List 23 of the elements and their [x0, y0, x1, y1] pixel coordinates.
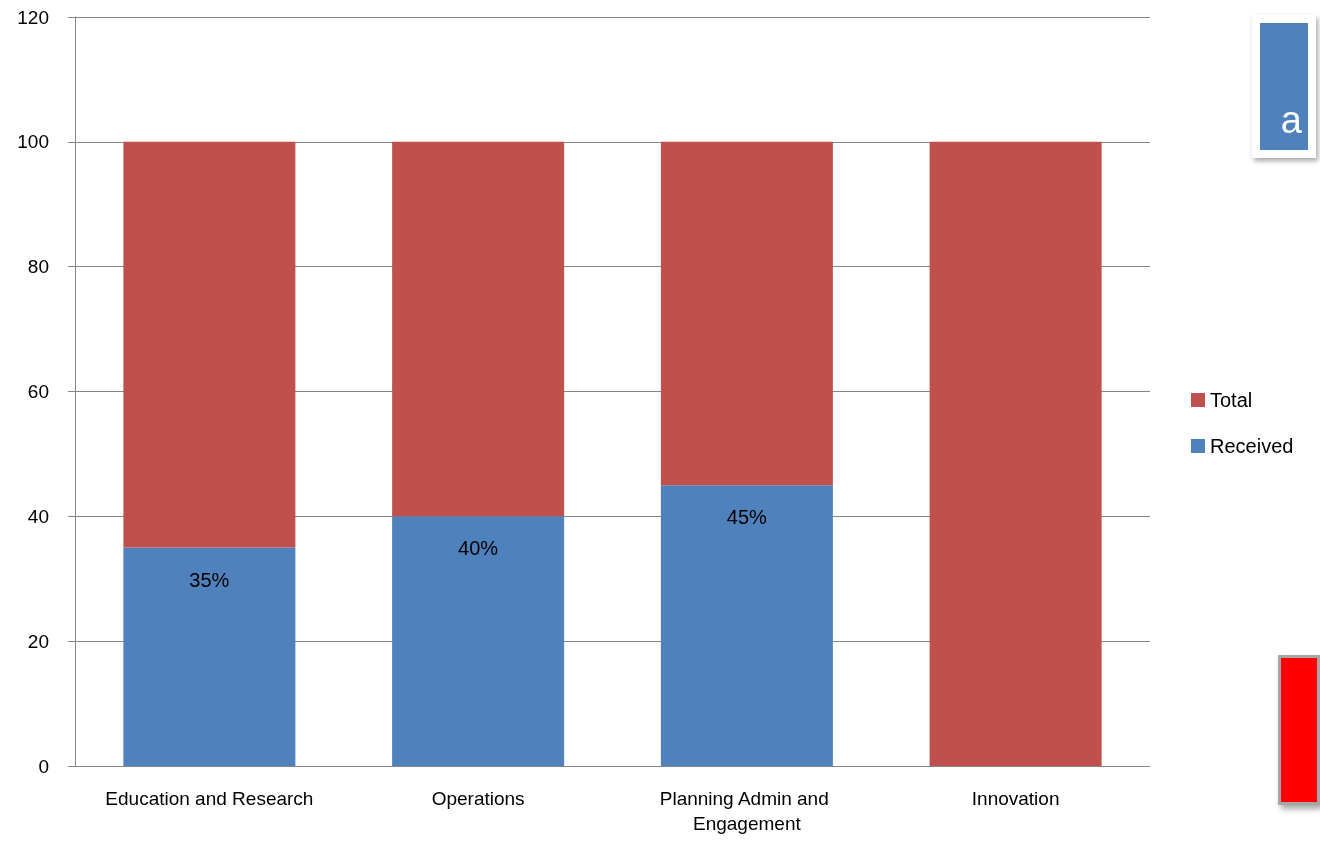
- x-tick-label: Operations: [431, 788, 525, 809]
- bar: [392, 141, 565, 517]
- bar: [123, 547, 296, 766]
- legend-label: Total: [1210, 389, 1253, 411]
- legend-label: Received: [1210, 435, 1294, 457]
- x-tick-label: Innovation: [971, 788, 1060, 809]
- bar: [660, 485, 833, 766]
- y-tick-label: 120: [17, 6, 49, 28]
- data-label: 40%: [458, 537, 499, 560]
- y-tick-label: 100: [17, 131, 49, 153]
- y-tick-label: 20: [27, 630, 49, 652]
- data-label: 35%: [189, 568, 230, 591]
- y-tick-label: 60: [27, 381, 49, 402]
- y-tick-label: 80: [27, 256, 49, 278]
- y-tick-label: 0: [38, 755, 49, 777]
- y-tick-label: 40: [27, 505, 49, 527]
- x-tick-label: Planning Admin and Engagement: [659, 788, 835, 834]
- data-label: 45%: [726, 506, 768, 529]
- bar: [929, 141, 1102, 766]
- bar: [660, 141, 833, 486]
- bar: [392, 516, 565, 766]
- x-tick-label: Education and Research: [105, 788, 314, 809]
- bar: [123, 141, 296, 548]
